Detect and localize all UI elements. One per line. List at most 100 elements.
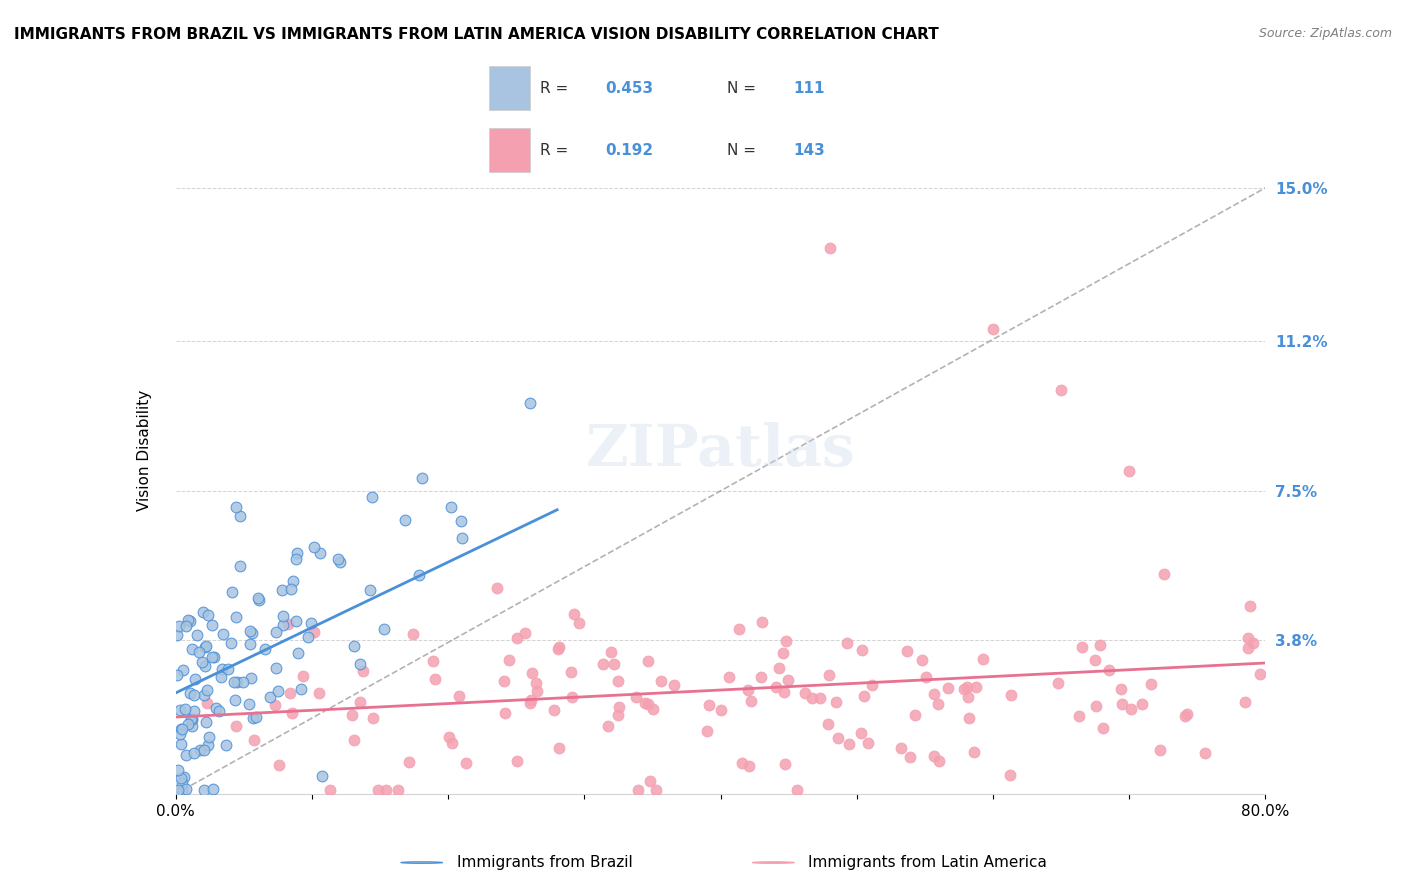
Point (309, 546, 332, 560)
Point (817, 717, 839, 731)
Point (183, 704, 205, 718)
Point (177, 717, 200, 731)
Point (824, 695, 846, 709)
Point (253, 641, 276, 656)
Point (179, 686, 201, 700)
Point (349, 695, 371, 709)
Point (208, 705, 231, 719)
Point (1098, 663, 1121, 677)
Point (267, 684, 290, 698)
Circle shape (401, 862, 443, 863)
Point (181, 713, 204, 727)
Point (174, 702, 197, 716)
Point (998, 768, 1021, 782)
Point (239, 671, 262, 685)
Point (247, 593, 270, 607)
Point (1050, 383, 1073, 397)
Point (242, 733, 264, 747)
Text: ZIPatlas: ZIPatlas (586, 423, 855, 478)
Point (765, 680, 787, 694)
Point (411, 470, 433, 484)
Point (167, 619, 190, 633)
Point (637, 654, 659, 668)
Point (956, 680, 979, 694)
Point (329, 555, 352, 569)
Point (486, 581, 509, 595)
Point (547, 641, 569, 656)
Text: R =: R = (540, 144, 568, 159)
Point (188, 645, 211, 659)
Text: N =: N = (727, 144, 756, 159)
Point (772, 646, 794, 660)
Point (818, 668, 841, 682)
Point (340, 707, 363, 722)
Point (561, 690, 583, 705)
Point (271, 582, 294, 597)
Point (1084, 653, 1107, 667)
Point (170, 775, 193, 789)
Point (194, 640, 217, 654)
Point (1109, 681, 1132, 696)
Point (849, 725, 872, 739)
Point (285, 552, 308, 566)
Point (773, 756, 796, 771)
Point (188, 743, 211, 757)
Point (437, 730, 460, 744)
Point (1070, 640, 1092, 654)
Point (217, 662, 239, 676)
Point (526, 684, 548, 698)
Point (263, 698, 285, 712)
Point (664, 678, 686, 692)
Point (367, 782, 389, 797)
Point (505, 631, 527, 645)
Point (245, 710, 267, 724)
Point (1130, 697, 1153, 711)
Point (851, 643, 873, 657)
Point (1139, 677, 1161, 691)
Point (519, 396, 541, 410)
Point (349, 657, 371, 671)
Point (363, 711, 385, 725)
Point (1177, 707, 1199, 722)
Point (290, 681, 312, 696)
Point (166, 628, 188, 642)
Point (633, 697, 655, 711)
Point (1153, 567, 1175, 582)
Point (197, 738, 219, 752)
Text: 143: 143 (793, 144, 825, 159)
Point (193, 743, 215, 757)
Point (343, 639, 366, 653)
Point (172, 664, 194, 678)
Point (193, 688, 215, 702)
Point (169, 727, 191, 741)
Point (359, 582, 381, 597)
Point (209, 670, 232, 684)
Point (181, 641, 204, 656)
Point (641, 701, 664, 715)
Text: 0.192: 0.192 (606, 144, 654, 159)
Point (181, 719, 204, 733)
Point (319, 782, 342, 797)
Point (422, 654, 444, 668)
Point (211, 662, 233, 676)
Text: Immigrants from Brazil: Immigrants from Brazil (457, 855, 633, 870)
Point (1111, 697, 1133, 711)
Point (515, 626, 537, 640)
Point (1149, 743, 1171, 757)
Point (311, 769, 333, 783)
Point (247, 591, 270, 606)
Point (1236, 641, 1258, 656)
Point (170, 771, 193, 785)
Point (645, 782, 668, 797)
Point (896, 644, 918, 658)
Point (195, 696, 218, 710)
Point (202, 782, 225, 797)
Point (522, 665, 544, 680)
Point (402, 627, 425, 641)
Point (222, 675, 245, 690)
Point (1046, 676, 1069, 690)
Point (299, 615, 322, 630)
Point (915, 670, 938, 684)
Point (786, 782, 808, 797)
Point (890, 740, 912, 755)
